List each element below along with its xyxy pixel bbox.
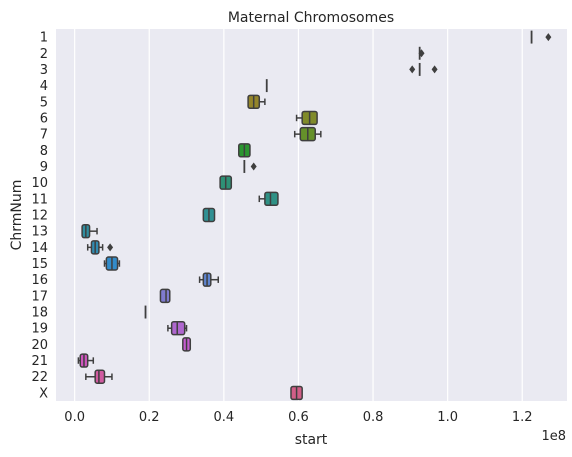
- box-chr-6: [295, 110, 318, 126]
- y-tick-label: 5: [40, 95, 48, 110]
- y-tick-label: 4: [40, 79, 48, 94]
- box-chr-17: [159, 288, 171, 304]
- box-chr-X: [290, 385, 303, 401]
- box-iqr: [264, 191, 279, 207]
- box-iqr: [170, 320, 186, 336]
- x-tick-label: 0.2: [139, 410, 160, 425]
- box-chr-15: [103, 256, 121, 271]
- y-tick-label: 13: [31, 225, 48, 240]
- y-tick-label: 3: [40, 63, 48, 78]
- y-tick-label: 7: [40, 128, 48, 143]
- x-tick-label: 0.0: [64, 410, 85, 425]
- box-iqr: [159, 288, 171, 304]
- x-axis-title: start: [295, 432, 328, 448]
- box-chr-12: [202, 207, 216, 223]
- outlier-point: [409, 65, 416, 74]
- x-offset-text: 1e8: [541, 429, 566, 444]
- y-tick-label: 12: [31, 209, 48, 224]
- y-tick-label: 15: [31, 257, 48, 272]
- y-tick-label: 20: [31, 338, 48, 353]
- y-tick-label: 18: [31, 306, 48, 321]
- box-chr-20: [182, 337, 192, 352]
- box-chr-10: [219, 175, 233, 190]
- box-series: [77, 30, 552, 401]
- box-chr-3: [409, 62, 438, 76]
- x-tick-label: 0.8: [363, 410, 384, 425]
- x-tick-label: 0.4: [214, 410, 235, 425]
- box-chr-5: [247, 94, 266, 110]
- x-tick-labels: 0.0 0.2 0.4 0.6 0.8 1.0 1.2: [64, 410, 532, 425]
- y-tick-label: 19: [31, 322, 48, 337]
- box-chr-2: [418, 46, 425, 60]
- outlier-point: [431, 65, 438, 74]
- outlier-point: [107, 243, 114, 252]
- y-tick-label: 16: [31, 273, 48, 288]
- box-chr-9: [243, 160, 257, 173]
- x-tick-label: 0.6: [288, 410, 309, 425]
- box-chr-21: [77, 353, 95, 368]
- y-tick-label: 17: [31, 289, 48, 304]
- box-chr-7: [293, 126, 322, 142]
- box-chr-1: [530, 30, 552, 44]
- outlier-point: [418, 49, 425, 58]
- y-tick-label: 9: [40, 160, 48, 175]
- box-chr-16: [198, 272, 220, 287]
- box-chr-8: [238, 143, 251, 158]
- y-tick-label: 14: [31, 241, 48, 256]
- chart-title: Maternal Chromosomes: [228, 10, 394, 26]
- y-tick-label: 2: [40, 47, 48, 62]
- gridlines: [74, 29, 523, 401]
- y-tick-label: 6: [40, 111, 48, 126]
- box-chr-14: [86, 240, 114, 255]
- y-tick-label: 1: [40, 31, 48, 46]
- box-iqr: [94, 369, 106, 384]
- y-tick-label: 22: [31, 370, 48, 385]
- y-tick-label: 10: [31, 176, 48, 191]
- y-tick-label: 8: [40, 144, 48, 159]
- box-chr-19: [167, 320, 188, 336]
- box-chr-13: [81, 223, 98, 239]
- y-tick-label: 21: [31, 354, 48, 369]
- x-tick-label: 1.2: [512, 410, 533, 425]
- y-tick-label: X: [39, 386, 48, 401]
- y-tick-label: 11: [31, 192, 48, 207]
- x-tick-label: 1.0: [437, 410, 458, 425]
- outlier-point: [545, 33, 552, 42]
- box-chr-22: [85, 369, 113, 384]
- box-chr-11: [258, 191, 279, 207]
- outlier-point: [250, 162, 257, 171]
- plot-area: [56, 29, 567, 401]
- y-axis-title: ChrmNum: [9, 180, 25, 251]
